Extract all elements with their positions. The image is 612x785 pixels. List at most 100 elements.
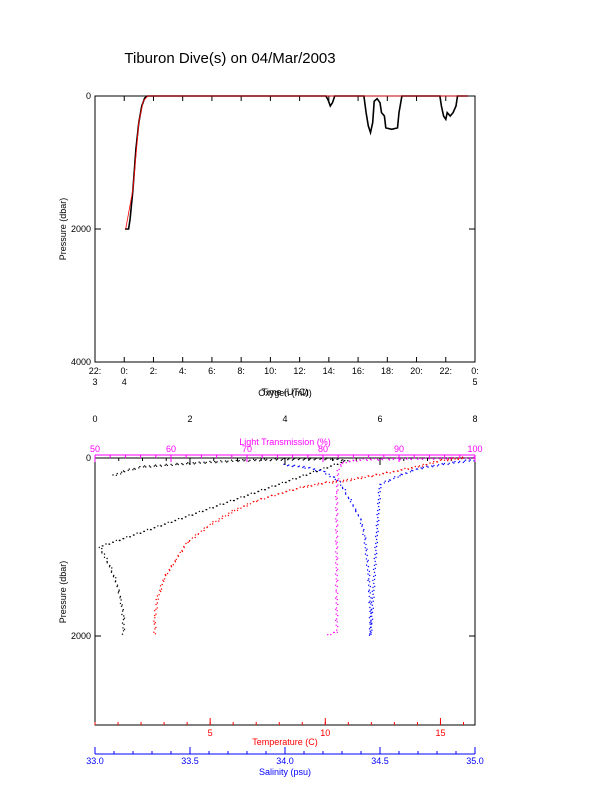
data-point xyxy=(448,462,450,464)
data-point xyxy=(119,597,121,599)
x-tick-label: 14: xyxy=(323,366,336,376)
data-point xyxy=(340,484,342,486)
data-point xyxy=(165,574,167,577)
data-point xyxy=(325,473,327,475)
data-point xyxy=(413,457,416,459)
data-point xyxy=(121,622,124,624)
data-point xyxy=(345,462,347,464)
data-point xyxy=(313,468,316,470)
data-point xyxy=(165,463,167,465)
data-point xyxy=(246,494,249,496)
data-point xyxy=(182,463,184,466)
data-point xyxy=(139,532,141,534)
data-point xyxy=(336,530,338,533)
data-point xyxy=(258,460,261,462)
data-point xyxy=(429,462,431,464)
data-point xyxy=(324,481,326,484)
data-point xyxy=(138,467,140,469)
data-point xyxy=(120,473,122,475)
data-point xyxy=(372,600,374,602)
x-axis-label: Time (UTC) xyxy=(262,387,309,397)
data-point xyxy=(429,457,431,459)
data-point xyxy=(372,586,374,589)
data-point xyxy=(368,634,371,636)
data-point xyxy=(253,492,255,494)
data-point xyxy=(347,460,349,462)
data-point xyxy=(154,617,156,619)
data-point xyxy=(194,462,197,464)
data-point xyxy=(377,492,380,494)
data-point xyxy=(336,537,338,539)
data-point xyxy=(197,533,199,535)
data-point xyxy=(295,488,298,490)
light-transmission-tick-label: 70 xyxy=(242,444,252,454)
data-point xyxy=(368,584,370,586)
data-point xyxy=(364,547,366,549)
data-point xyxy=(335,591,337,593)
data-point xyxy=(155,465,158,467)
data-point xyxy=(371,608,373,610)
salinity-series xyxy=(283,459,475,636)
data-point xyxy=(205,461,207,464)
data-point xyxy=(315,470,317,472)
data-point xyxy=(337,535,339,537)
data-point xyxy=(161,583,163,586)
data-point xyxy=(240,496,242,498)
data-point xyxy=(336,492,338,494)
data-point xyxy=(372,579,374,582)
data-point xyxy=(337,513,339,515)
data-point xyxy=(177,463,179,466)
data-point xyxy=(122,609,125,611)
data-point xyxy=(285,490,287,493)
data-point xyxy=(342,481,344,483)
data-point xyxy=(468,460,470,462)
data-point xyxy=(377,530,379,533)
data-point xyxy=(157,598,159,600)
data-point xyxy=(376,513,378,516)
data-point xyxy=(368,601,370,604)
data-point xyxy=(447,458,449,460)
data-point xyxy=(221,517,223,520)
data-point xyxy=(336,563,338,566)
y-tick-label: 2000 xyxy=(71,631,91,641)
data-point xyxy=(326,457,328,459)
data-point xyxy=(291,465,293,468)
data-point xyxy=(246,505,248,507)
data-point xyxy=(132,534,135,536)
data-point xyxy=(164,464,166,466)
data-point xyxy=(244,459,246,461)
data-point xyxy=(367,565,370,568)
data-point xyxy=(139,465,141,468)
temperature-tick-label: 5 xyxy=(208,728,213,738)
data-point xyxy=(288,464,290,466)
data-point xyxy=(350,479,352,482)
data-point xyxy=(114,581,117,583)
data-point xyxy=(427,466,429,468)
data-point xyxy=(133,467,135,470)
data-point xyxy=(375,563,377,566)
light-transmission-tick-label: 100 xyxy=(467,444,482,454)
data-point xyxy=(361,525,363,527)
data-point xyxy=(317,484,319,486)
data-point xyxy=(369,630,371,632)
data-point xyxy=(108,543,110,545)
data-point xyxy=(457,461,460,464)
data-point xyxy=(312,468,315,470)
data-point xyxy=(392,470,394,473)
data-point xyxy=(271,485,273,487)
data-point xyxy=(335,573,337,575)
data-point xyxy=(469,457,471,459)
data-point xyxy=(292,458,295,460)
data-point xyxy=(397,476,399,478)
data-point xyxy=(335,597,337,599)
data-point xyxy=(335,551,337,553)
data-point xyxy=(324,459,326,461)
data-point xyxy=(103,556,106,558)
data-point xyxy=(375,531,378,534)
data-point xyxy=(222,503,224,505)
data-point xyxy=(384,457,387,460)
data-point xyxy=(240,507,242,509)
x-tick-label: 22: xyxy=(89,366,102,376)
data-point xyxy=(389,472,391,474)
data-point xyxy=(336,514,338,517)
